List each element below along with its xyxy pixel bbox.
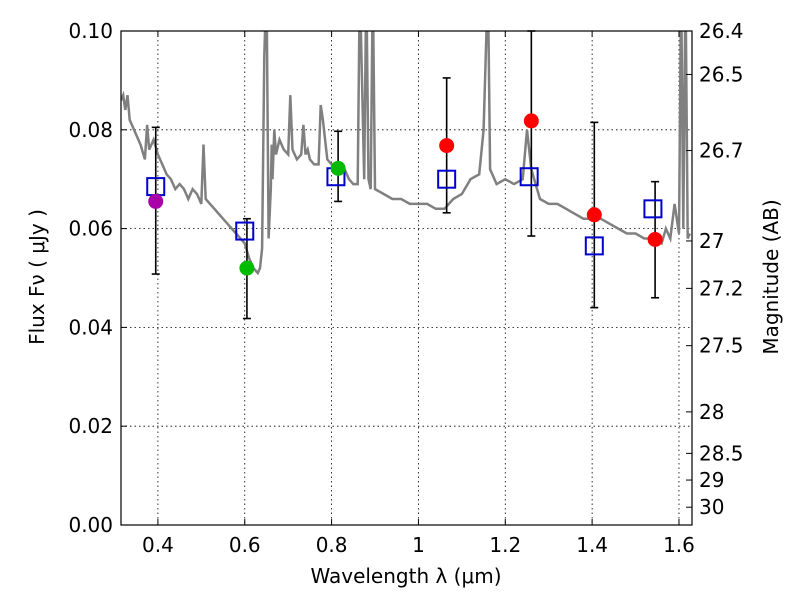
x-tick-label: 1.4 [576,533,608,557]
y-tick-label: 0.00 [68,513,113,537]
x-tick-label: 0.8 [316,533,348,557]
observed-flux-marker [148,193,164,209]
right-axis-label: Magnitude (AB) [759,199,783,354]
y-tick-label: 0.02 [68,414,113,438]
y-axis-label: Flux Fν ( μJy ) [25,209,49,345]
right-tick-label: 27 [699,229,724,253]
y-tick-label: 0.10 [68,19,113,43]
right-tick-label: 30 [699,495,724,519]
observed-flux-marker [647,231,663,247]
observed-flux-marker [330,160,346,176]
axis-ticks [121,30,692,526]
y-tick-label: 0.04 [68,315,113,339]
model-spectrum-line [121,31,691,276]
x-tick-label: 0.4 [142,533,174,557]
right-tick-label: 29 [699,468,724,492]
y-tick-label: 0.08 [68,118,113,142]
x-tick-label: 1.2 [489,533,521,557]
right-tick-label: 26.4 [699,19,744,43]
y-tick-label: 0.06 [68,217,113,241]
x-tick-label: 0.6 [229,533,261,557]
right-tick-label: 27.5 [699,334,744,358]
model-photometry-marker [235,221,255,241]
plot-area [121,31,691,276]
axes-frame [120,30,693,526]
right-tick-label: 28.5 [699,441,744,465]
observed-flux-marker [523,113,539,129]
data-markers [146,113,663,276]
model-photometry-marker [519,167,539,187]
x-tick-label: 1.6 [663,533,695,557]
axis-tick-labels: 0.4 0.6 0.8 1 1.2 1.4 1.6 0.00 0.02 0.04 0.06 0.08 0… [68,19,743,557]
observed-flux-marker [586,207,602,223]
model-photometry-marker [643,199,663,219]
model-photometry-marker [437,169,457,189]
right-tick-label: 26.7 [699,139,744,163]
x-tick-label: 1 [412,533,425,557]
right-tick-label: 27.2 [699,276,744,300]
right-tick-label: 26.5 [699,62,744,86]
observed-flux-marker [239,260,255,276]
model-photometry-marker [584,236,604,256]
x-axis-label: Wavelength λ (μm) [310,564,501,588]
observed-flux-marker [439,138,455,154]
right-tick-label: 28 [699,400,724,424]
